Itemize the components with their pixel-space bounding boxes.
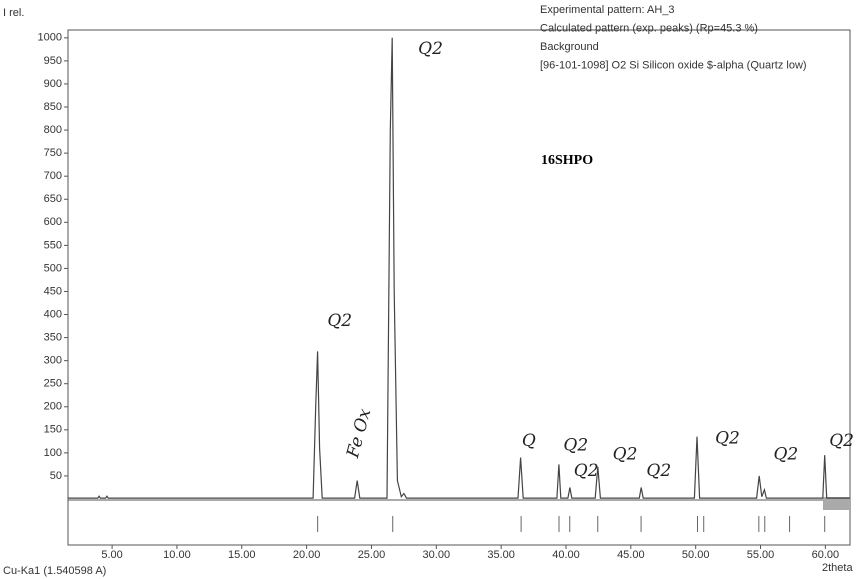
- x-tick-label: 35.00: [487, 549, 515, 561]
- y-tick-label: 550: [44, 239, 62, 251]
- y-tick-label: 650: [44, 193, 62, 205]
- x-tick-label: 60.00: [812, 549, 840, 561]
- y-tick-label: 900: [44, 78, 62, 90]
- x-tick-label: 5.00: [101, 549, 122, 561]
- y-tick-label: 450: [44, 285, 62, 297]
- y-tick-label: 850: [44, 101, 62, 113]
- handwritten-annotation: Q2: [574, 461, 599, 481]
- handwritten-annotation: Q: [522, 431, 536, 451]
- x-axis-label: 2theta: [822, 562, 853, 574]
- handwritten-annotation: Q2: [829, 431, 854, 451]
- legend-entry: Experimental pattern: AH_3: [540, 4, 675, 16]
- legend-entry: [96-101-1098] O2 Si Silicon oxide $-alph…: [540, 59, 807, 71]
- y-tick-label: 1000: [38, 32, 62, 44]
- y-tick-label: 200: [44, 401, 62, 413]
- pattern-line: [68, 37, 850, 499]
- sample-label: 16SHPO: [541, 153, 593, 168]
- y-tick-label: 100: [44, 447, 62, 459]
- x-tick-label: 40.00: [552, 549, 580, 561]
- y-tick-label: 300: [44, 355, 62, 367]
- legend-entry: Calculated pattern (exp. peaks) (Rp=45.3…: [540, 22, 758, 34]
- handwritten-annotation: Q2: [613, 445, 638, 465]
- handwritten-annotation: Q2: [327, 311, 352, 331]
- x-tick-label: 25.00: [358, 549, 386, 561]
- y-tick-label: 250: [44, 378, 62, 390]
- x-tick-label: 30.00: [423, 549, 451, 561]
- y-tick-label: 150: [44, 424, 62, 436]
- x-tick-label: 50.00: [682, 549, 710, 561]
- legend-entry: Background: [540, 41, 599, 53]
- y-tick-label: 800: [44, 124, 62, 136]
- y-tick-label: 750: [44, 147, 62, 159]
- y-axis-label: I rel.: [3, 7, 24, 19]
- x-tick-label: 55.00: [747, 549, 775, 561]
- x-tick-label: 45.00: [617, 549, 645, 561]
- x-tick-label: 10.00: [163, 549, 191, 561]
- y-tick-label: 400: [44, 308, 62, 320]
- handwritten-annotation: Q2: [773, 445, 798, 465]
- wavelength-label: Cu-Ka1 (1.540598 A): [3, 565, 106, 577]
- handwritten-annotation: Q2: [715, 429, 740, 449]
- y-tick-label: 700: [44, 170, 62, 182]
- handwritten-annotation: Q2: [418, 39, 443, 59]
- y-tick-label: 50: [50, 470, 62, 482]
- handwritten-annotation: Fe Ox: [343, 406, 376, 461]
- handwritten-annotation: Q2: [646, 461, 671, 481]
- handwritten-annotation: Q2: [563, 435, 588, 455]
- x-tick-label: 20.00: [293, 549, 321, 561]
- y-tick-label: 600: [44, 216, 62, 228]
- reference-marker-box: [823, 497, 850, 510]
- y-tick-label: 950: [44, 55, 62, 67]
- x-tick-label: 15.00: [228, 549, 256, 561]
- y-tick-label: 500: [44, 262, 62, 274]
- y-tick-label: 350: [44, 332, 62, 344]
- plot-frame: [67, 29, 851, 546]
